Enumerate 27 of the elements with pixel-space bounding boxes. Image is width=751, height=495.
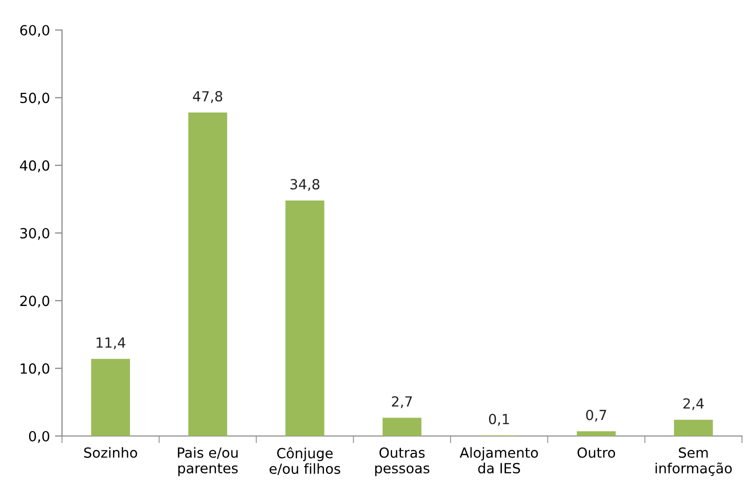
- data-label: 0,7: [586, 410, 606, 422]
- bar: [285, 200, 324, 436]
- data-label: 0,1: [489, 414, 509, 426]
- x-tick-label: Outras pessoas: [375, 447, 430, 476]
- y-tick-label: 20,0: [20, 296, 50, 308]
- x-tick-label: Sem informação: [656, 447, 732, 476]
- x-tick-label: Outro: [578, 447, 616, 458]
- y-tick-label: 10,0: [20, 363, 50, 376]
- y-tick-label: 40,0: [20, 160, 50, 172]
- x-tick-label: Sozinho: [84, 447, 138, 458]
- y-tick-label: 30,0: [20, 228, 50, 240]
- y-tick-label: 60,0: [20, 24, 50, 37]
- y-tick-label: 50,0: [20, 92, 50, 105]
- bar: [674, 420, 713, 436]
- data-label: 47,8: [192, 91, 222, 103]
- data-label: 2,7: [392, 396, 412, 408]
- x-tick-label: Alojamento da IES: [460, 447, 538, 474]
- y-tick-label: 0,0: [29, 430, 50, 443]
- data-label: 11,4: [96, 338, 126, 350]
- data-label: 2,4: [683, 398, 704, 410]
- data-label: 34,8: [290, 178, 320, 191]
- bar: [382, 418, 422, 436]
- x-tick-label: Pais e/ou parentes: [178, 447, 238, 476]
- bar: [188, 112, 228, 436]
- bar: [91, 358, 130, 436]
- x-tick-label: Cônjuge e/ou filhos: [270, 447, 340, 476]
- bar: [576, 431, 616, 436]
